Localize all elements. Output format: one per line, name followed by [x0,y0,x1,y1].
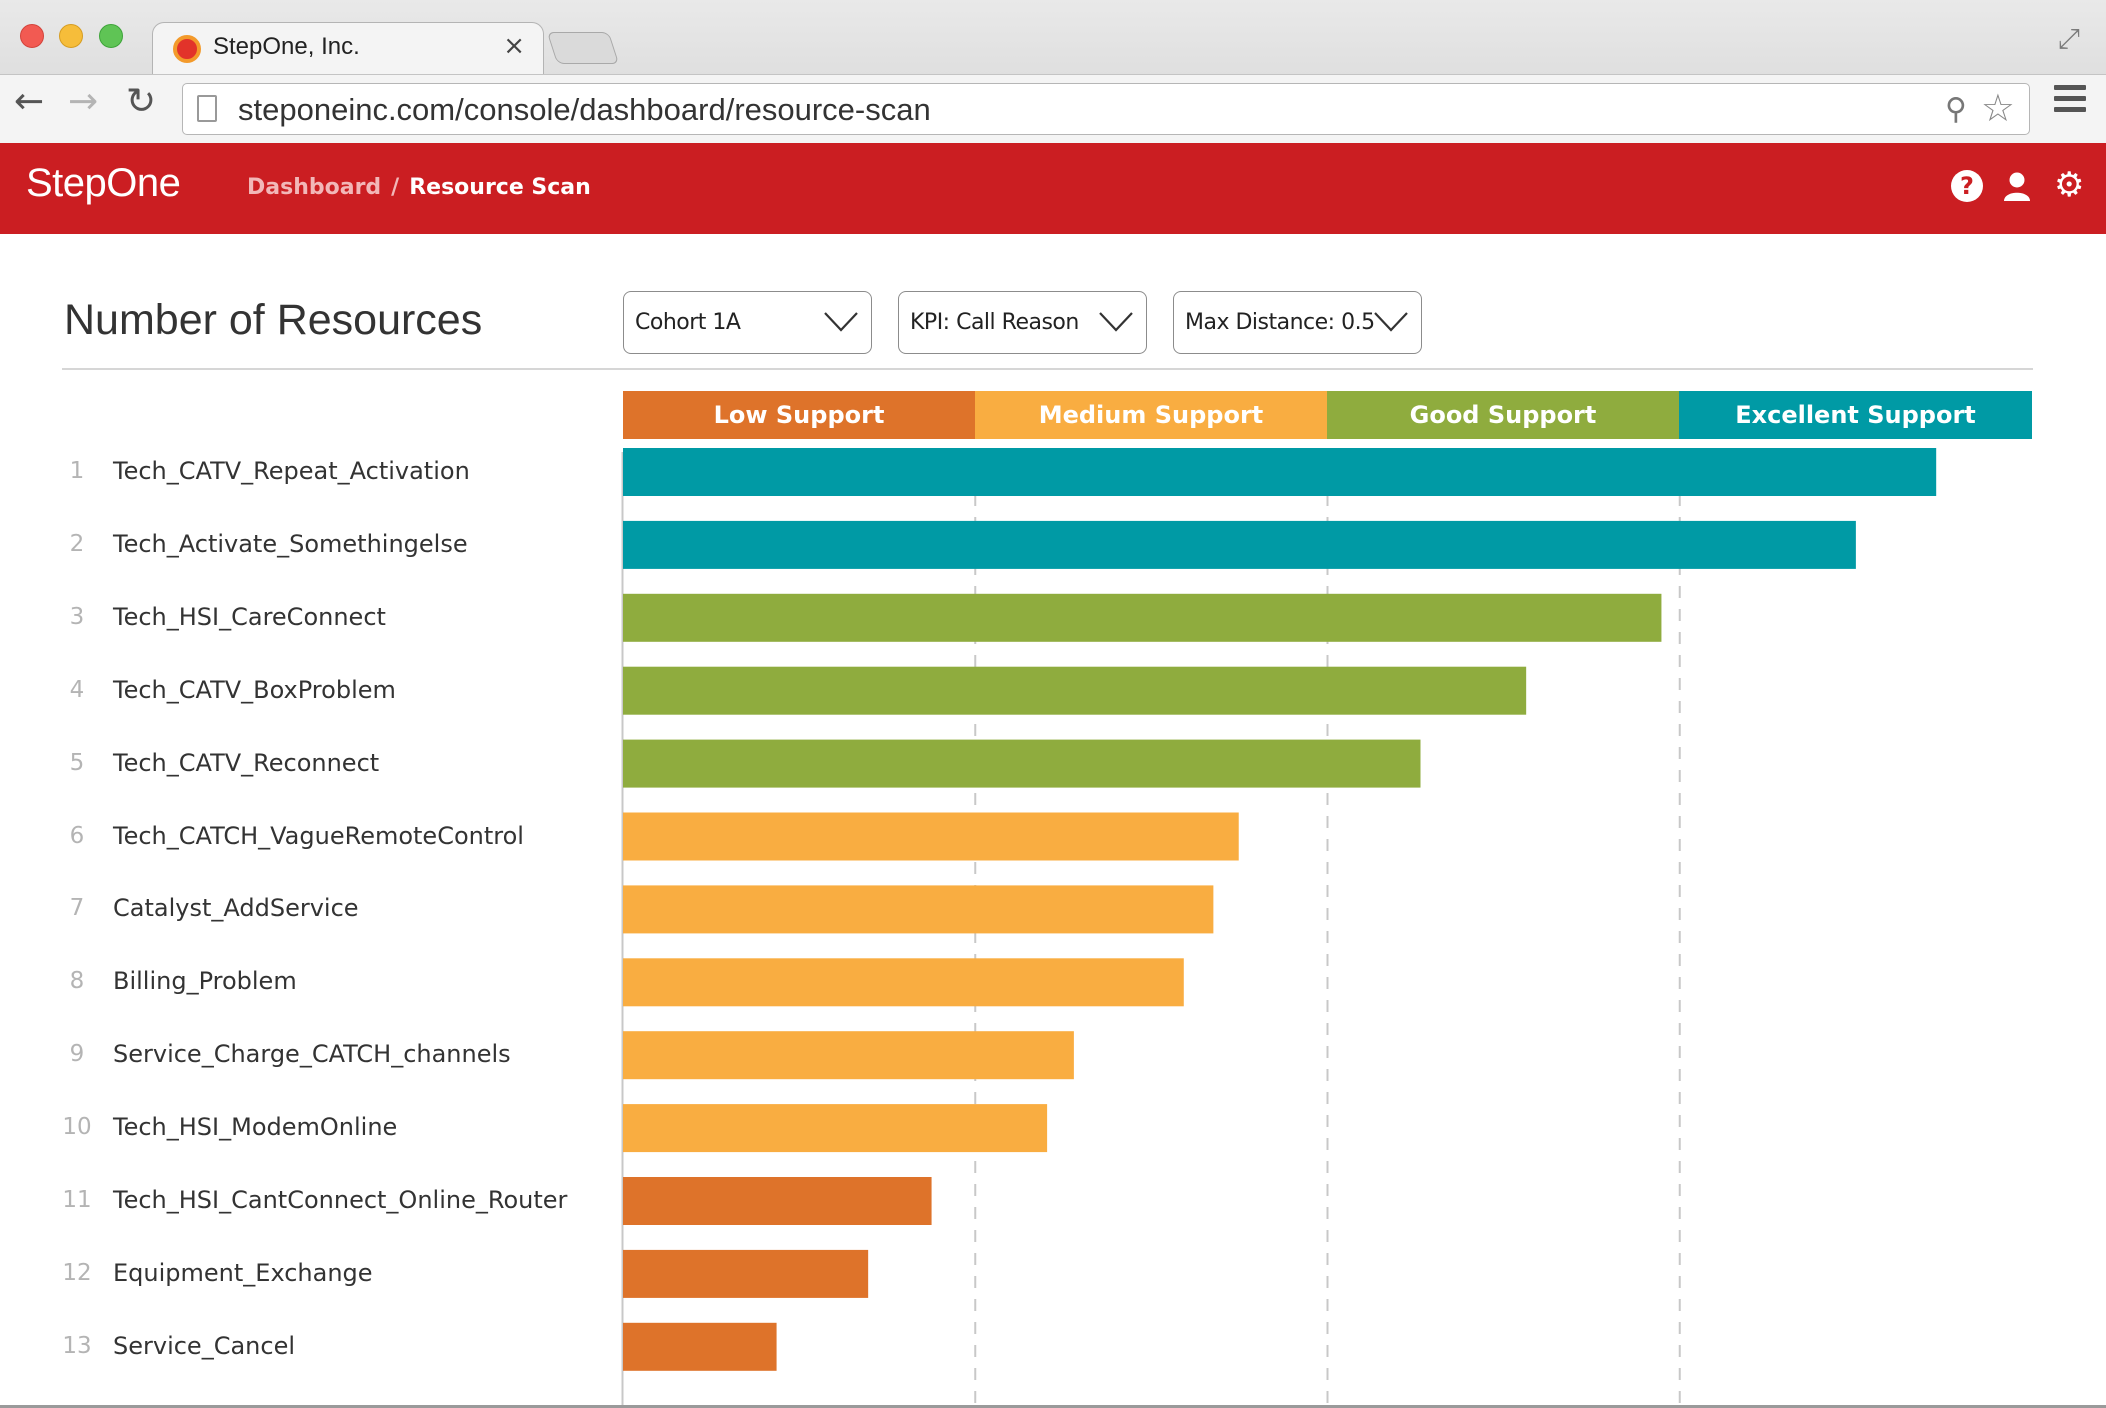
window-bottom-edge [0,1405,2106,1408]
bar-13[interactable] [623,1322,777,1371]
browser-toolbar: ← → ↻ steponeinc.com/console/dashboard/r… [0,74,2106,143]
browser-chrome: StepOne, Inc. × ⤢ ← → ↻ steponeinc.com/c… [0,0,2106,143]
row-label[interactable]: Tech_CATCH_VagueRemoteControl [113,821,524,850]
breadcrumb-dashboard-link[interactable]: Dashboard [247,175,382,200]
row-rank: 7 [69,895,85,922]
cohort-dropdown[interactable]: Cohort 1A [623,291,872,354]
row-rank: 11 [62,1187,92,1213]
chevron-down-icon [824,312,858,332]
kpi-dropdown[interactable]: KPI: Call Reason [898,291,1147,354]
row-rank: 3 [69,603,85,630]
row-rank: 5 [69,749,85,776]
max-distance-dropdown-value: Max Distance: 0.5 [1185,310,1375,335]
band-low-support: Low Support [623,391,975,439]
url-text[interactable]: steponeinc.com/console/dashboard/resourc… [238,92,931,127]
back-icon[interactable]: ← [14,81,45,122]
app-header: StepOne Dashboard / Resource Scan ? ⚙ [0,143,2106,234]
minimize-window-icon[interactable] [59,24,83,48]
help-icon[interactable]: ? [1951,170,1983,202]
bar-8[interactable] [623,958,1184,1007]
row-label[interactable]: Equipment_Exchange [113,1258,373,1287]
row-label[interactable]: Tech_CATV_Reconnect [113,748,380,777]
row-rank: 12 [62,1259,92,1286]
gear-icon[interactable]: ⚙ [2054,165,2085,205]
row-rank: 9 [69,1041,85,1068]
bar-11[interactable] [623,1177,932,1225]
bar-7[interactable] [623,885,1214,934]
reload-icon[interactable]: ↻ [126,81,157,122]
browser-tab[interactable]: StepOne, Inc. × [152,22,544,74]
row-label[interactable]: Tech_HSI_CareConnect [113,602,386,631]
forward-icon[interactable]: → [68,81,99,122]
row-rank: 8 [69,968,85,995]
band-good-support: Good Support [1327,391,1679,439]
kpi-dropdown-value: KPI: Call Reason [910,310,1079,335]
bar-4[interactable] [623,666,1527,715]
favicon-icon [173,35,201,63]
page-icon [197,95,217,122]
bar-12[interactable] [623,1249,869,1298]
band-excellent-support: Excellent Support [1679,391,2032,439]
cohort-dropdown-value: Cohort 1A [635,310,741,335]
star-icon[interactable]: ☆ [1980,86,2015,130]
row-rank: 10 [62,1114,92,1141]
bar-6[interactable] [623,812,1239,861]
row-label[interactable]: Tech_HSI_ModemOnline [113,1113,398,1142]
row-label[interactable]: Tech_Activate_Somethingelse [113,529,468,558]
new-tab-button[interactable] [546,32,620,64]
zoom-window-icon[interactable] [99,24,123,48]
title-divider [62,368,2033,370]
row-label[interactable]: Tech_HSI_CantConnect_Online_Router [113,1186,568,1214]
menu-icon[interactable] [2054,85,2086,118]
user-icon[interactable] [2001,170,2033,202]
row-rank: 2 [69,530,85,557]
zoom-icon[interactable]: ⚲ [1945,92,1967,127]
breadcrumb-separator: / [391,175,400,200]
close-window-icon[interactable] [20,24,44,48]
fullscreen-icon[interactable]: ⤢ [2057,22,2080,55]
breadcrumb-current: Resource Scan [409,175,591,200]
row-rank: 13 [62,1332,92,1359]
row-label[interactable]: Tech_CATV_BoxProblem [113,675,396,704]
bar-5[interactable] [623,739,1421,788]
chevron-down-icon [1374,312,1408,332]
breadcrumb: Dashboard / Resource Scan [247,175,591,200]
row-rank: 4 [69,676,85,703]
tab-title: StepOne, Inc. [213,33,360,60]
bar-2[interactable] [623,520,1856,569]
row-rank: 1 [69,458,85,484]
row-label[interactable]: Service_Charge_CATCH_channels [113,1040,511,1069]
row-label[interactable]: Catalyst_AddService [113,894,359,923]
bar-1[interactable] [623,448,1937,496]
row-label[interactable]: Billing_Problem [113,967,297,996]
page-title: Number of Resources [64,296,483,344]
bar-9[interactable] [623,1031,1074,1080]
chevron-down-icon [1099,312,1133,332]
bar-10[interactable] [623,1104,1048,1153]
tab-close-icon[interactable]: × [503,31,525,61]
band-medium-support: Medium Support [975,391,1327,439]
logo[interactable]: StepOne [26,161,181,205]
bar-3[interactable] [623,593,1662,642]
max-distance-dropdown[interactable]: Max Distance: 0.5 [1173,291,1422,354]
row-label[interactable]: Service_Cancel [113,1331,296,1360]
address-bar[interactable]: steponeinc.com/console/dashboard/resourc… [182,83,2030,135]
row-rank: 6 [69,822,85,849]
row-label[interactable]: Tech_CATV_Repeat_Activation [113,457,470,485]
